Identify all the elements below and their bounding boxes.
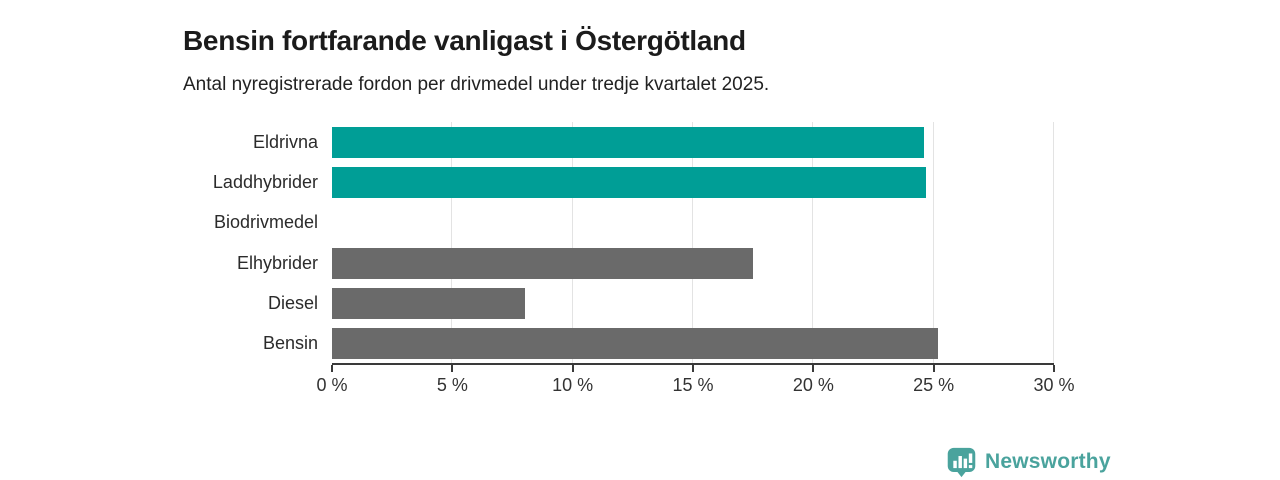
bar-eldrivna (332, 126, 925, 158)
category-label: Diesel (267, 292, 318, 313)
gridline (812, 122, 814, 364)
axis-tick (812, 365, 815, 372)
bar-diesel (332, 288, 525, 319)
chart-subtitle: Antal nyregistrerade fordon per drivmede… (183, 74, 770, 95)
gridline (1053, 122, 1054, 364)
page-title: Bensin fortfarande vanligast i Östergötl… (183, 24, 746, 56)
category-label: Eldrivna (252, 131, 318, 152)
bar-bensin (332, 328, 939, 360)
x-axis: 0 % 5 % 10 % 15 % 20 % 25 % 30 % (316, 363, 1075, 405)
axis-tick (571, 365, 574, 372)
axis-tick-label: 0 % (316, 375, 348, 395)
logo-pin-shape (947, 447, 976, 477)
category-label: Biodrivmedel (213, 212, 318, 233)
category-label: Elhybrider (236, 252, 318, 273)
gridline (571, 122, 573, 364)
plot-area (332, 122, 1054, 364)
axis-tick (692, 365, 694, 372)
axis-tick (451, 365, 454, 372)
category-labels: Eldrivna Laddhybrider Biodrivmedel Elhybrid… (0, 122, 318, 364)
axis-tick (932, 365, 935, 372)
axis-tick-label: 20 % (792, 375, 834, 395)
axis-tick-label: 30 % (1033, 375, 1075, 395)
gridline (692, 122, 693, 364)
category-label: Laddhybrider (212, 171, 318, 192)
bar-elhybrider (332, 247, 754, 279)
newsworthy-pin-barchart-icon (946, 446, 977, 479)
gridline (932, 122, 934, 364)
category-label: Bensin (262, 333, 318, 354)
axis-tick-label: 25 % (913, 375, 955, 395)
brand-logo: Newsworthy (946, 445, 1111, 479)
gridline (451, 122, 453, 364)
axis-tick-label: 5 % (436, 375, 468, 395)
brand-logo-text: Newsworthy (985, 450, 1111, 473)
axis-tick (331, 365, 333, 372)
axis-tick-label: 15 % (672, 375, 714, 395)
axis-tick-label: 10 % (552, 375, 594, 395)
axis-tick (1053, 365, 1055, 372)
bar-laddhybrider (332, 167, 927, 198)
